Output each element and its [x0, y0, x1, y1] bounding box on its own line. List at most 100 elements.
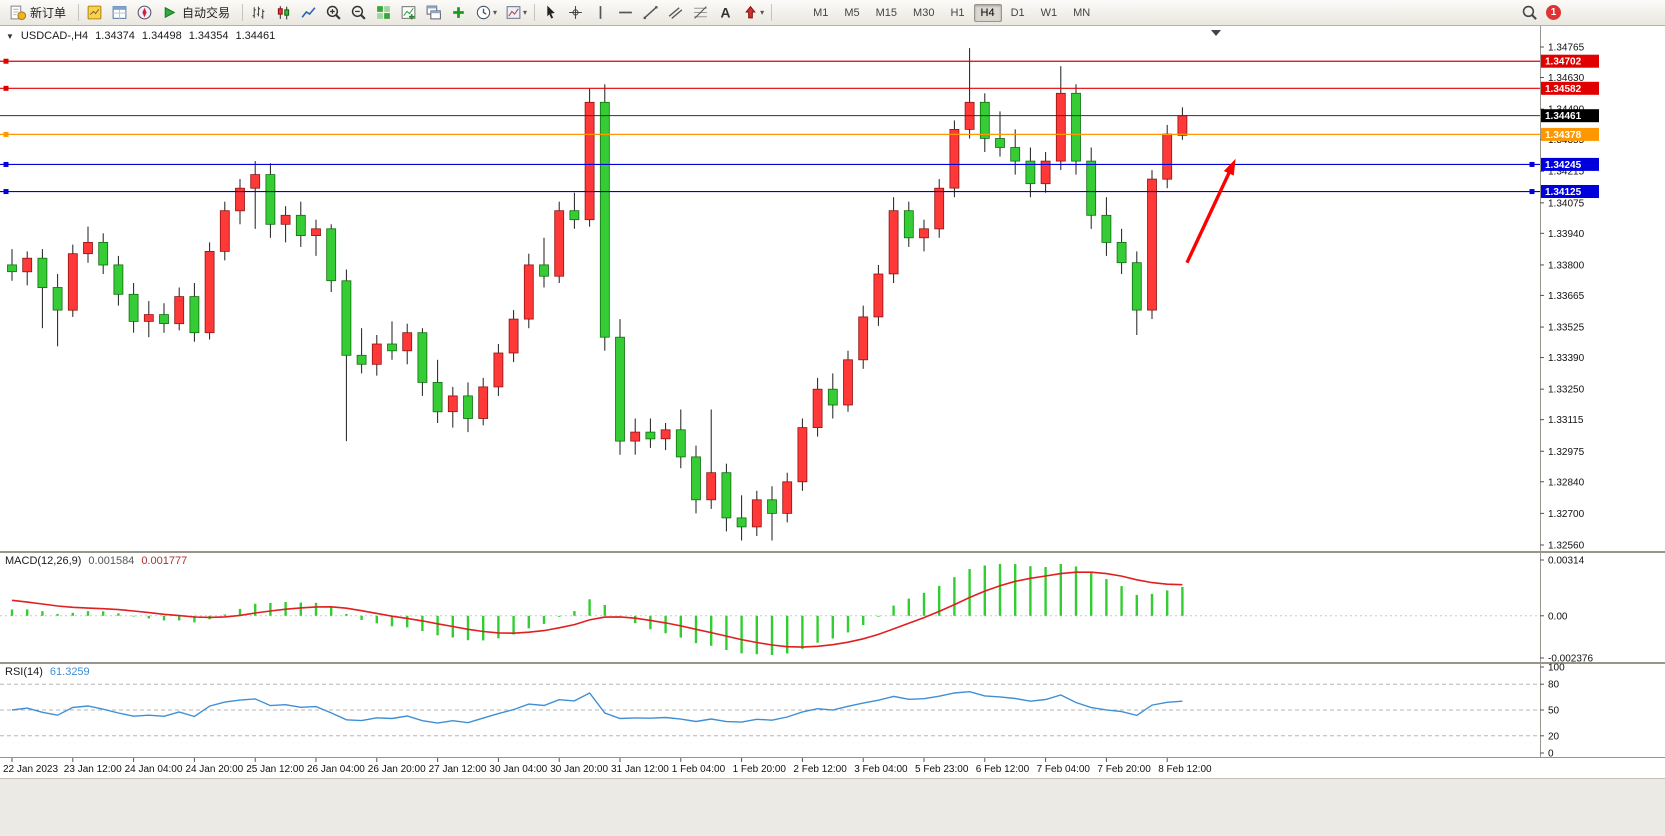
- bear-candle: [1116, 241, 1127, 264]
- channel-button[interactable]: [664, 2, 687, 23]
- bull-candle: [250, 174, 261, 189]
- time-axis-label: 27 Jan 12:00: [429, 764, 487, 775]
- chart-objects-dropdown-icon[interactable]: ▼: [6, 31, 14, 41]
- bear-candle: [721, 472, 732, 519]
- horizontal-line-button[interactable]: [614, 2, 637, 23]
- notification-badge[interactable]: 1: [1546, 5, 1561, 20]
- line-handle[interactable]: [3, 189, 9, 195]
- search-icon[interactable]: [1521, 4, 1538, 21]
- macd-panel[interactable]: 0.00314 0.00 -0.002376: [0, 552, 1665, 663]
- bull-candle: [219, 210, 230, 252]
- tile-windows-button[interactable]: [372, 2, 395, 23]
- line-handle[interactable]: [1529, 161, 1535, 167]
- time-axis-label: 25 Jan 12:00: [246, 764, 304, 775]
- candle-chart-button[interactable]: [272, 2, 295, 23]
- macd-main-value: 0.001584: [88, 555, 135, 567]
- ohlc-open: 1.34374: [95, 30, 135, 42]
- bull-candle: [235, 187, 245, 212]
- line-handle[interactable]: [3, 161, 9, 167]
- bull-candle: [1055, 92, 1066, 162]
- timeframe-m1[interactable]: M1: [813, 6, 829, 19]
- timeframe-mn[interactable]: MN: [1073, 6, 1091, 19]
- bear-candle: [52, 287, 63, 311]
- rsi-axis-label: 50: [1548, 706, 1560, 717]
- line-chart-button[interactable]: [297, 2, 320, 23]
- bear-candle: [387, 343, 397, 352]
- time-axis-label: 26 Jan 04:00: [307, 764, 365, 775]
- price-axis-label: 1.32700: [1548, 509, 1585, 520]
- rsi-panel[interactable]: 100 80 50 20 0: [0, 663, 1665, 758]
- bear-candle: [417, 332, 428, 383]
- bull-candle: [888, 210, 899, 275]
- price-axis-label: 1.33525: [1548, 323, 1585, 334]
- rsi-axis-label: 80: [1548, 680, 1560, 691]
- bull-candle: [584, 101, 595, 221]
- main-chart-panel[interactable]: 1.347651.346301.344901.343551.342151.340…: [0, 26, 1665, 552]
- market-watch-button[interactable]: [83, 2, 106, 23]
- cascade-windows-button[interactable]: [422, 2, 445, 23]
- timeframe-w1[interactable]: W1: [1040, 6, 1058, 19]
- bull-candle: [204, 250, 215, 334]
- time-axis-label: 7 Feb 20:00: [1097, 764, 1151, 775]
- time-axis-label: 30 Jan 20:00: [550, 764, 608, 775]
- bear-candle: [295, 214, 306, 237]
- price-badge: [1541, 127, 1599, 141]
- autotrading-button[interactable]: 自动交易: [156, 2, 238, 23]
- trendline-button[interactable]: [639, 2, 662, 23]
- price-badge: [1541, 157, 1599, 171]
- bull-candle: [83, 241, 93, 255]
- arrows-button[interactable]: ▾: [739, 2, 767, 23]
- new-order-button[interactable]: 新订单: [4, 2, 74, 23]
- arrow-annotation-shaft[interactable]: [1185, 168, 1233, 264]
- line-handle[interactable]: [3, 85, 9, 91]
- cursor-button[interactable]: [539, 2, 562, 23]
- bull-candle: [949, 129, 960, 189]
- periods-icon: [475, 4, 492, 21]
- timeframe-h4[interactable]: H4: [973, 3, 1002, 22]
- time-axis-label: 6 Feb 12:00: [976, 764, 1030, 775]
- crosshair-button[interactable]: [564, 2, 587, 23]
- bull-candle: [371, 343, 382, 365]
- chart-window: 1.347651.346301.344901.343551.342151.340…: [0, 26, 1665, 778]
- fibonacci-button[interactable]: [689, 2, 712, 23]
- macd-axis-label: 0.00: [1548, 611, 1568, 622]
- ohlc-low: 1.34354: [188, 30, 229, 42]
- vertical-line-button[interactable]: [589, 2, 612, 23]
- add-indicator-icon: [450, 4, 467, 21]
- chart-header: ▼ USDCAD-,H4 1.34374 1.34498 1.34354 1.3…: [6, 30, 275, 42]
- navigator-button[interactable]: [133, 2, 156, 23]
- timeframe-m30[interactable]: M30: [913, 6, 935, 19]
- bull-candle: [447, 395, 458, 413]
- timeframe-d1[interactable]: D1: [1010, 6, 1025, 19]
- rsi-axis-label: 100: [1548, 663, 1565, 674]
- new-chart-button[interactable]: [397, 2, 420, 23]
- template-button[interactable]: ▾: [502, 2, 530, 23]
- add-indicator-button[interactable]: [447, 2, 470, 23]
- bear-candle: [767, 499, 777, 514]
- timeframe-h1[interactable]: H1: [950, 6, 965, 19]
- time-axis-label: 1 Feb 04:00: [672, 764, 726, 775]
- timeframe-m5[interactable]: M5: [844, 6, 860, 19]
- toolbar-separator: [771, 4, 773, 21]
- toolbar-separator: [534, 4, 536, 21]
- arrow-annotation-head[interactable]: [1223, 158, 1236, 176]
- line-handle[interactable]: [3, 58, 9, 64]
- toolbar-right-cluster: 1: [1521, 4, 1661, 21]
- data-window-button[interactable]: [108, 2, 131, 23]
- line-chart-icon: [300, 4, 317, 21]
- zoom-in-button[interactable]: [322, 2, 345, 23]
- zoom-out-button[interactable]: [347, 2, 370, 23]
- text-button[interactable]: A: [714, 2, 737, 23]
- timeframe-m15[interactable]: M15: [875, 6, 898, 19]
- periods-button[interactable]: ▾: [472, 2, 500, 23]
- rsi-line: [11, 690, 1183, 724]
- line-handle[interactable]: [1529, 189, 1535, 195]
- bull-candle: [630, 431, 641, 442]
- price-badge-text: 1.34582: [1545, 84, 1582, 95]
- dropdown-caret-icon: ▾: [760, 8, 765, 17]
- bar-chart-button[interactable]: [247, 2, 270, 23]
- macd-axis-label: 0.00314: [1548, 556, 1585, 567]
- bear-candle: [1131, 262, 1142, 311]
- chart-shift-marker[interactable]: [1211, 30, 1221, 36]
- line-handle[interactable]: [3, 131, 9, 137]
